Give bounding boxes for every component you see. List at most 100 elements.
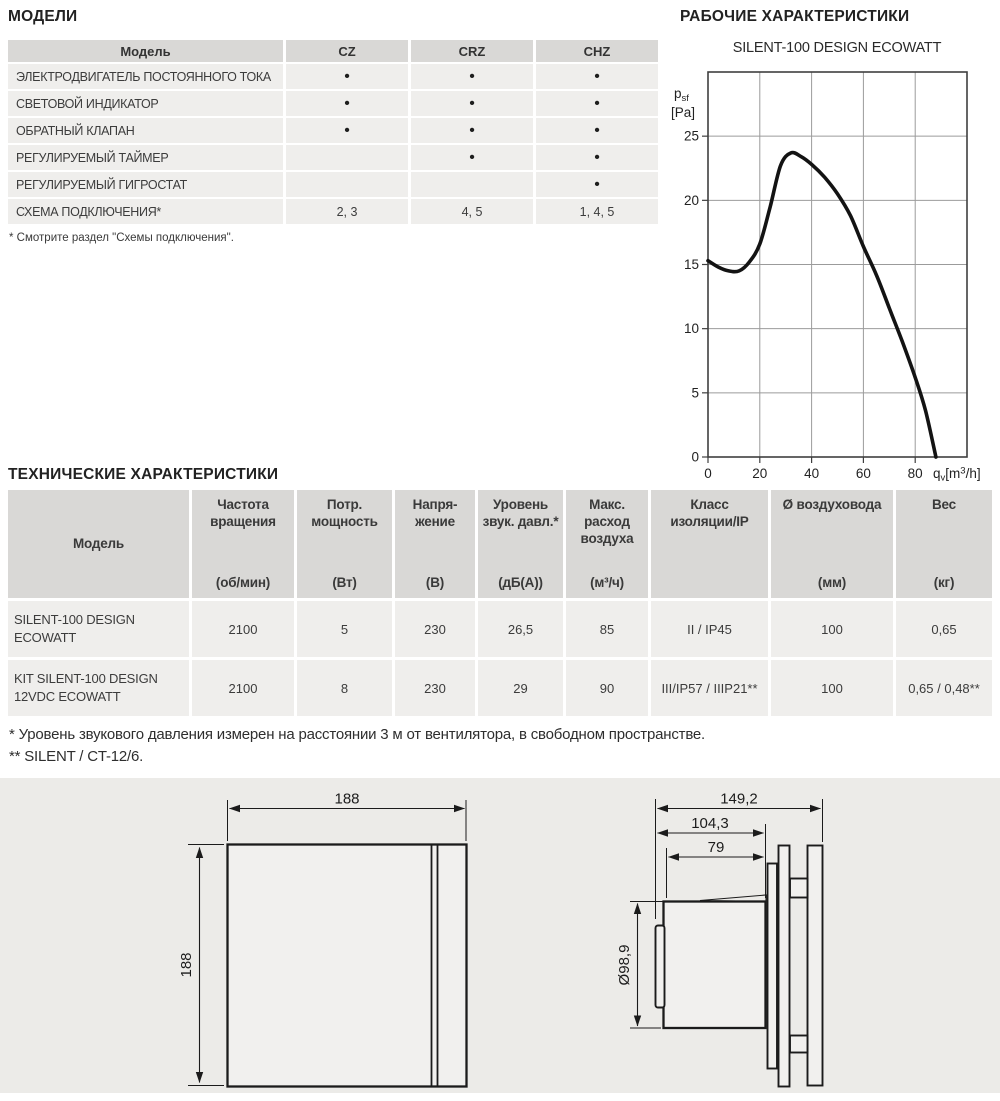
svg-text:20: 20	[752, 466, 767, 481]
feature-label: РЕГУЛИРУЕМЫЙ ТАЙМЕР	[8, 145, 283, 170]
wiring-scheme-value: 1, 4, 5	[536, 199, 658, 224]
models-table: Модель CZ CRZ CHZ ЭЛЕКТРОДВИГАТЕЛЬ ПОСТО…	[8, 40, 658, 224]
mounting-plate	[777, 844, 791, 1088]
tech-col-header: Напря-жение (В)	[395, 490, 475, 598]
wiring-scheme-value: 4, 5	[411, 199, 533, 224]
width-dimension: 188	[334, 791, 359, 808]
chart-gridlines: 0 20 40 60 80 0 5 10 15 20 25	[684, 72, 967, 481]
feature-dot: •	[286, 118, 408, 143]
svg-text:60: 60	[856, 466, 871, 481]
tech-col-header: Вес (кг)	[896, 490, 992, 598]
feature-dot: •	[536, 145, 658, 170]
svg-text:5: 5	[691, 385, 699, 400]
tech-table: Модель Частота вращения (об/мин) Потр. мо…	[8, 490, 992, 716]
feature-dot: •	[536, 64, 658, 89]
voltage-value: 230	[395, 660, 475, 716]
models-col-header-crz: CRZ	[411, 40, 533, 62]
feature-label: ОБРАТНЫЙ КЛАПАН	[8, 118, 283, 143]
wiring-scheme-value: 2, 3	[286, 199, 408, 224]
height-dimension: 188	[178, 952, 195, 977]
duct-lip	[654, 924, 666, 1009]
svg-text:25: 25	[684, 129, 699, 144]
overall-depth-dimension: 149,2	[720, 791, 758, 808]
tech-footnote-2: ** SILENT / CT-12/6.	[9, 747, 144, 765]
chart-title: SILENT-100 DESIGN ECOWATT	[732, 40, 942, 56]
plate-depth-dimension: 104,3	[691, 815, 729, 832]
duct-body	[662, 900, 767, 1030]
dimension-drawings: 188 188 149,2 104,3 79 Ø98,9	[178, 791, 824, 1088]
performance-chart: 0 20 40 60 80 0 5 10 15 20 25 psf [Pa] qv[m3/h]	[671, 71, 981, 484]
feature-dot: •	[536, 91, 658, 116]
model-name: SILENT-100 DESIGN ECOWATT	[8, 601, 189, 657]
spacer-bottom	[789, 1034, 809, 1054]
feature-dot: •	[411, 145, 533, 170]
tech-col-header: Частота вращения (об/мин)	[192, 490, 294, 598]
models-col-header: Модель	[8, 40, 283, 62]
feature-dot: •	[286, 91, 408, 116]
svg-text:80: 80	[908, 466, 923, 481]
airflow-value: 85	[566, 601, 648, 657]
insulation-value: III/IP57 / IIIP21**	[651, 660, 768, 716]
tech-col-header: Класс изоляции/IP	[651, 490, 768, 598]
power-value: 8	[297, 660, 392, 716]
tech-col-header: Уровень звук. давл.* (дБ(А))	[478, 490, 563, 598]
weight-value: 0,65 / 0,48**	[896, 660, 992, 716]
feature-dot	[286, 145, 408, 170]
side-view-drawing: 149,2 104,3 79 Ø98,9	[616, 791, 824, 1088]
tech-heading: ТЕХНИЧЕСКИЕ ХАРАКТЕРИСТИКИ	[8, 466, 279, 483]
model-name: KIT SILENT-100 DESIGN 12VDC ECOWATT	[8, 660, 189, 716]
weight-value: 0,65	[896, 601, 992, 657]
power-value: 5	[297, 601, 392, 657]
tech-footnote-1: * Уровень звукового давления измерен на …	[9, 726, 706, 743]
spacer-top	[789, 877, 809, 899]
models-col-header-cz: CZ	[286, 40, 408, 62]
y-axis-unit: [Pa]	[671, 105, 695, 120]
feature-label: СХЕМА ПОДКЛЮЧЕНИЯ*	[8, 199, 283, 224]
svg-text:0: 0	[704, 466, 712, 481]
back-plate	[766, 862, 778, 1070]
svg-text:10: 10	[684, 321, 699, 336]
front-view-drawing: 188 188	[178, 791, 468, 1088]
feature-dot: •	[411, 64, 533, 89]
feature-dot: •	[536, 172, 658, 197]
duct-value: 100	[771, 660, 893, 716]
rpm-value: 2100	[192, 660, 294, 716]
feature-label: ЭЛЕКТРОДВИГАТЕЛЬ ПОСТОЯННОГО ТОКА	[8, 64, 283, 89]
pressure-flow-curve	[706, 150, 938, 459]
tech-col-header: Потр. мощность (Вт)	[297, 490, 392, 598]
tech-col-header: Ø воздуховода (мм)	[771, 490, 893, 598]
feature-dot: •	[286, 64, 408, 89]
models-heading: МОДЕЛИ	[8, 8, 78, 25]
feature-dot: •	[536, 118, 658, 143]
noise-value: 29	[478, 660, 563, 716]
svg-text:15: 15	[684, 257, 699, 272]
feature-dot	[411, 172, 533, 197]
noise-value: 26,5	[478, 601, 563, 657]
duct-length-dimension: 79	[708, 839, 725, 856]
models-footnote: * Смотрите раздел "Схемы подключения".	[9, 232, 234, 244]
duct-value: 100	[771, 601, 893, 657]
front-cover-side	[806, 844, 824, 1087]
voltage-value: 230	[395, 601, 475, 657]
tech-col-header: Модель	[8, 490, 189, 598]
svg-text:0: 0	[691, 450, 699, 465]
diameter-dimension: Ø98,9	[616, 945, 633, 986]
y-axis-label: psf	[674, 86, 689, 104]
duct-taper	[699, 894, 767, 903]
feature-dot	[286, 172, 408, 197]
x-axis-label: qv[m3/h]	[933, 466, 981, 484]
svg-text:20: 20	[684, 193, 699, 208]
tech-footnotes: * Уровень звукового давления измерен на …	[9, 724, 909, 767]
chart-plot-box	[707, 71, 968, 458]
tech-col-header: Макс. расход воздуха (м³/ч)	[566, 490, 648, 598]
feature-label: РЕГУЛИРУЕМЫЙ ГИГРОСТАТ	[8, 172, 283, 197]
svg-text:40: 40	[804, 466, 819, 481]
rpm-value: 2100	[192, 601, 294, 657]
feature-label: СВЕТОВОЙ ИНДИКАТОР	[8, 91, 283, 116]
drawings-panel	[0, 778, 1000, 1093]
front-panel-outline	[226, 843, 468, 1088]
insulation-value: II / IP45	[651, 601, 768, 657]
feature-dot: •	[411, 91, 533, 116]
models-col-header-chz: CHZ	[536, 40, 658, 62]
